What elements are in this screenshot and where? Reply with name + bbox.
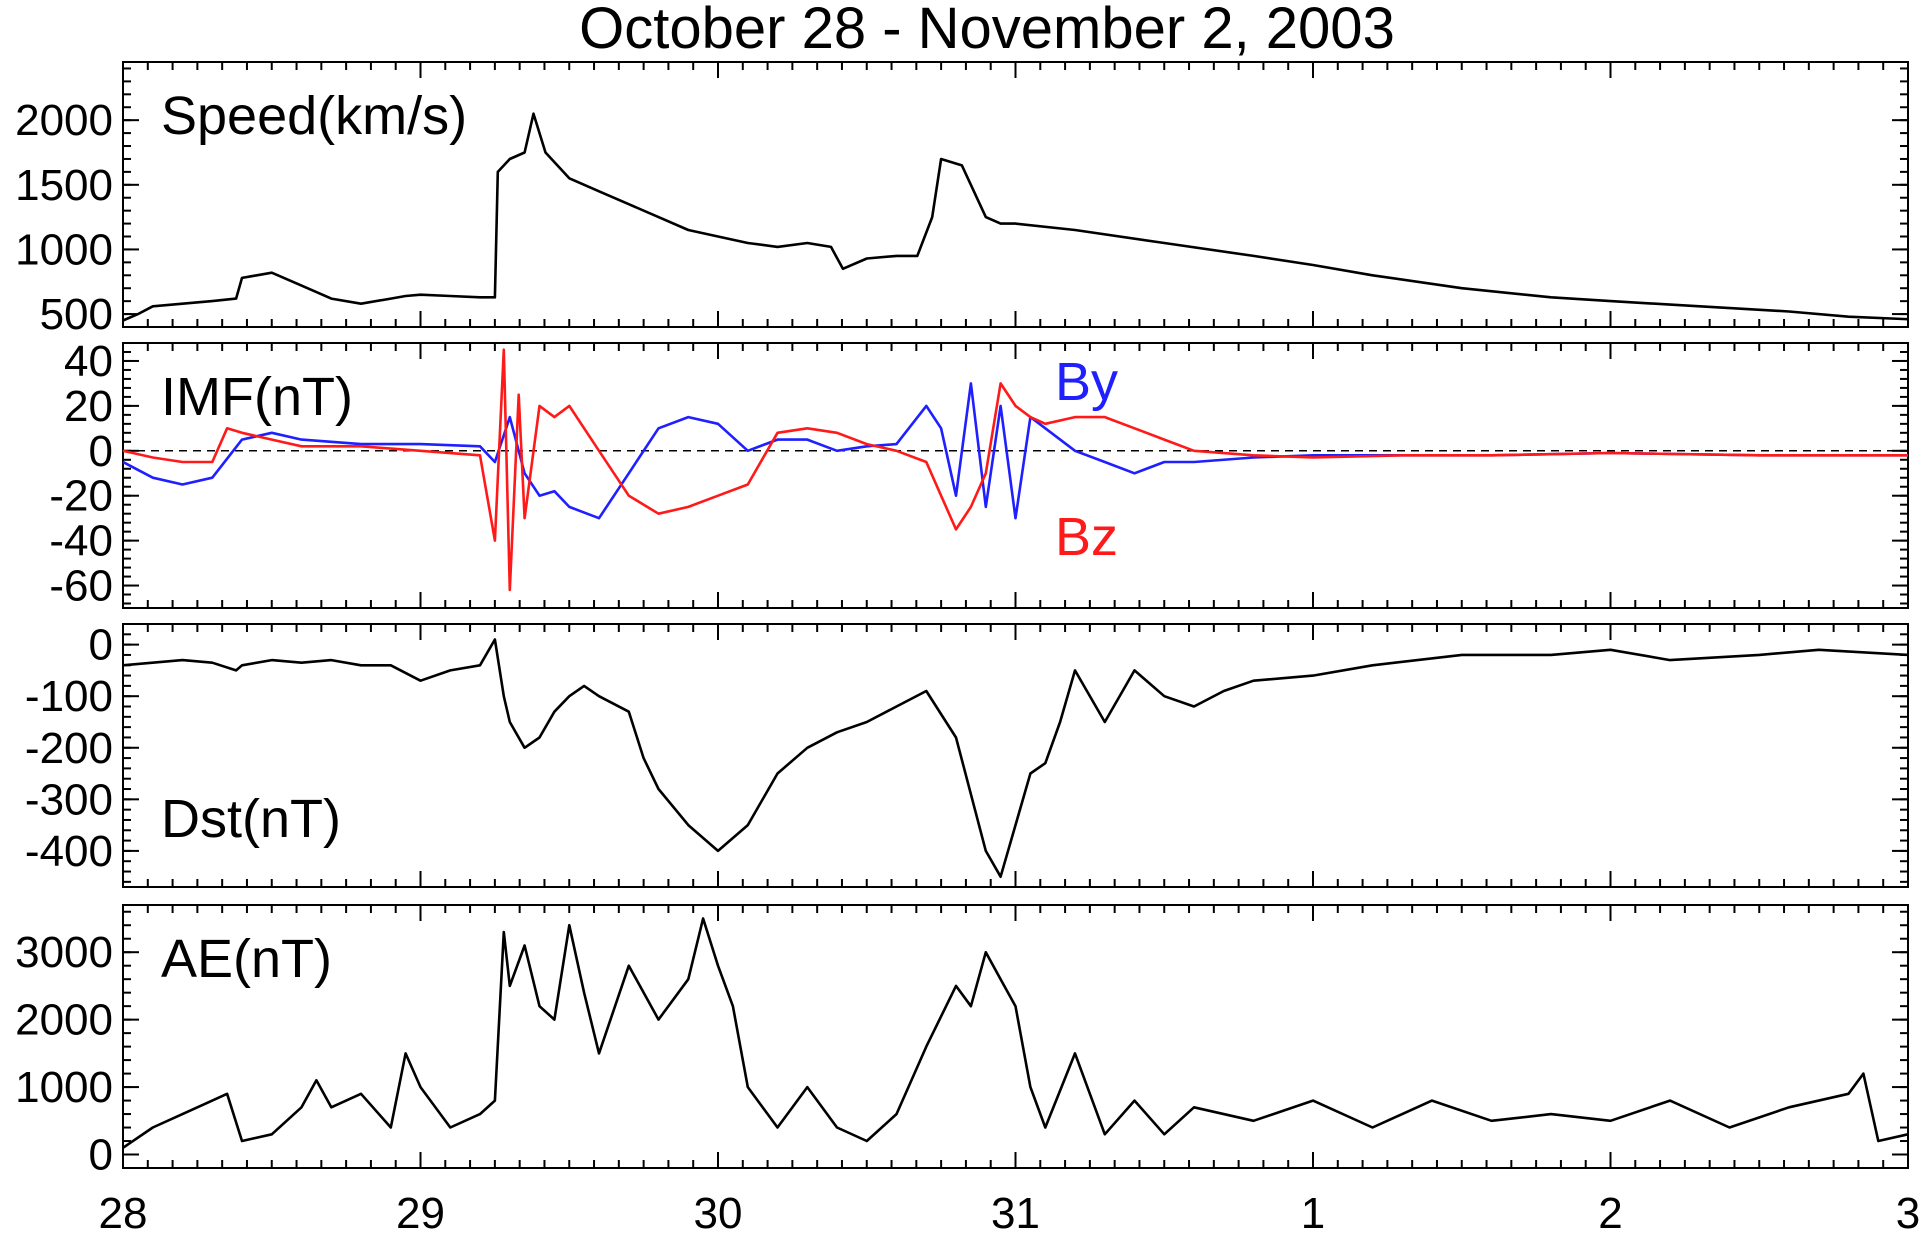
- panel-speed-y-tick-label: 500: [40, 290, 113, 339]
- panel-dst-y-tick-label: -100: [25, 672, 113, 721]
- panel-ae-label: AE(nT): [161, 929, 332, 989]
- x-tick-label: 28: [99, 1189, 148, 1233]
- panel-imf-y-tick-label: -40: [49, 517, 113, 566]
- panel-dst-frame: [122, 623, 1909, 888]
- panel-speed-y-tick-label: 1500: [15, 161, 113, 210]
- panel-ae-y-tick-label: 0: [89, 1131, 113, 1180]
- panel-dst-y-tick-label: -300: [25, 775, 113, 824]
- panel-dst-y-tick-label: -400: [25, 827, 113, 876]
- panel-dst-y-tick-label: 0: [89, 621, 113, 670]
- panel-imf-by-series: [122, 382, 1908, 520]
- panel-speed-line0-series: [122, 112, 1909, 322]
- by-series-label: By: [1055, 352, 1118, 412]
- panel-speed: 500 1000 1500 2000 Speed(km/s): [15, 61, 1909, 339]
- panel-imf-y-tick-label: 20: [64, 382, 113, 431]
- x-tick-label: 2: [1598, 1189, 1622, 1233]
- panel-imf-frame: [122, 342, 1909, 609]
- bz-series-label: Bz: [1055, 507, 1118, 567]
- panel-imf-y-tick-label: -60: [49, 562, 113, 611]
- panel-ae-y-tick-label: 1000: [15, 1063, 113, 1112]
- panel-imf-bz-series: [122, 348, 1908, 592]
- panel-speed-label: Speed(km/s): [161, 86, 467, 146]
- panel-dst: -400-300-200-1000 Dst(nT): [25, 621, 1909, 888]
- panel-imf-y-tick-label: 0: [89, 427, 113, 476]
- panel-ae: 0 1000 2000 3000 AE(nT): [15, 904, 1909, 1180]
- panel-dst-line0-series: [122, 638, 1909, 879]
- x-tick-label: 30: [694, 1189, 743, 1233]
- chart-title: October 28 - November 2, 2003: [579, 0, 1395, 61]
- panel-imf-y-tick-label: 40: [64, 337, 113, 386]
- x-tick-label: 29: [396, 1189, 445, 1233]
- x-tick-label: 31: [991, 1189, 1040, 1233]
- panel-ae-line0-series: [122, 917, 1909, 1149]
- x-axis-layer: 28 29 30 31 1 2 3: [99, 1189, 1920, 1233]
- x-tick-label: 1: [1301, 1189, 1325, 1233]
- panel-dst-label: Dst(nT): [161, 789, 341, 849]
- panel-ae-y-tick-label: 3000: [15, 928, 113, 977]
- panel-speed-y-tick-label: 2000: [15, 96, 113, 145]
- x-tick-label: 3: [1896, 1189, 1920, 1233]
- panel-dst-y-tick-label: -200: [25, 724, 113, 773]
- panel-imf-label: IMF(nT): [161, 367, 353, 427]
- panel-speed-y-tick-label: 1000: [15, 225, 113, 274]
- series-label-layer: By Bz: [1055, 352, 1118, 567]
- panel-ae-y-tick-label: 2000: [15, 996, 113, 1045]
- panel-imf-y-tick-label: -20: [49, 472, 113, 521]
